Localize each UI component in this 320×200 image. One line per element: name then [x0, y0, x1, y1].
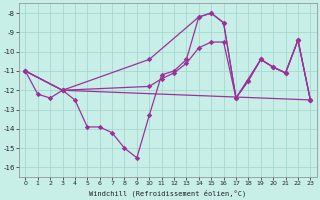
X-axis label: Windchill (Refroidissement éolien,°C): Windchill (Refroidissement éolien,°C): [89, 189, 246, 197]
